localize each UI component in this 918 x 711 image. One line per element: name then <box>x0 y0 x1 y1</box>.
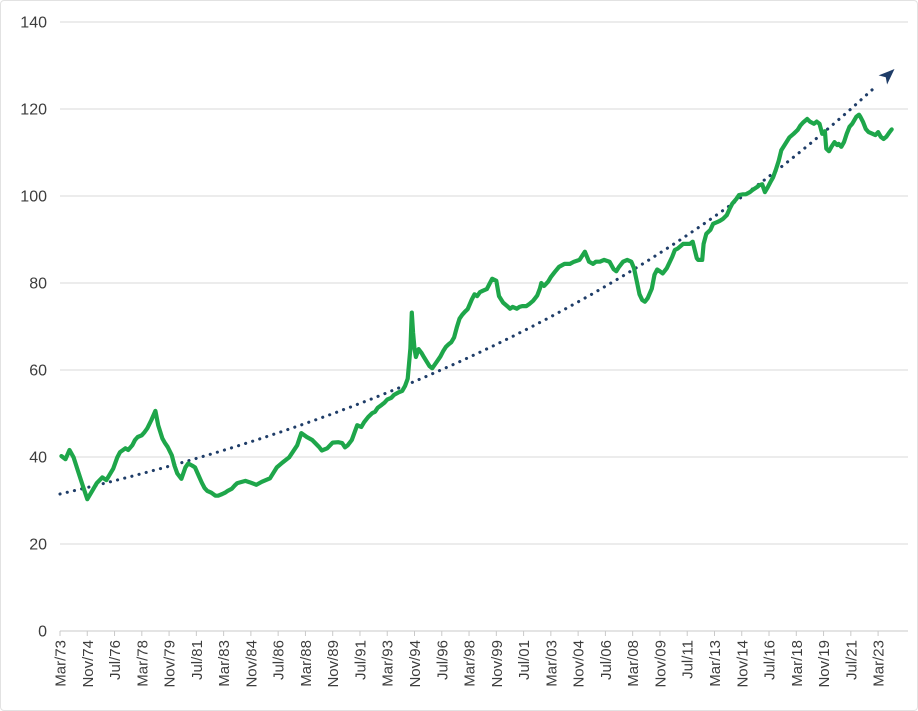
x-axis-tick-label: Jul/06 <box>598 640 615 680</box>
x-axis-tick-label: Nov/99 <box>489 640 506 688</box>
x-axis-tick-label: Jul/76 <box>107 640 124 680</box>
y-axis-labels: 0 20 40 60 80 100 120 140 <box>20 15 47 641</box>
x-axis-tick-label: Nov/94 <box>407 640 424 688</box>
x-axis-tick-label: Mar/03 <box>543 640 560 687</box>
y-axis-tick-label: 20 <box>29 537 47 554</box>
trend-arrowhead-icon <box>878 69 895 85</box>
x-axis-tick-label: Mar/08 <box>625 640 642 687</box>
series-line-index <box>59 112 894 502</box>
x-axis-tick-label: Jul/96 <box>434 640 451 680</box>
y-axis-tick-label: 0 <box>38 624 47 641</box>
x-axis-tick-label: Mar/18 <box>789 640 806 687</box>
x-axis-tick-label: Mar/23 <box>871 640 888 687</box>
x-axis-tick-label: Nov/84 <box>243 640 260 688</box>
gridlines <box>60 21 908 632</box>
y-axis-tick-label: 80 <box>29 276 47 293</box>
x-axis-tick-label: Mar/93 <box>380 640 397 687</box>
x-axis-tick-label: Jul/21 <box>843 640 860 680</box>
x-axis-tick-label: Nov/89 <box>325 640 342 688</box>
y-axis-tick-label: 140 <box>20 15 47 32</box>
x-axis-tick-label: Jul/86 <box>271 640 288 680</box>
x-axis-tick-label: Mar/73 <box>53 640 70 687</box>
x-axis-tick-label: Mar/78 <box>134 640 151 687</box>
dotted-trend-curve <box>58 86 876 496</box>
x-axis-tick-label: Nov/09 <box>652 640 669 688</box>
y-axis-tick-label: 100 <box>20 189 47 206</box>
x-axis-tick-label: Mar/83 <box>216 640 233 687</box>
x-axis-tick-label: Nov/04 <box>571 640 588 688</box>
x-axis-tick-label: Mar/88 <box>298 640 315 687</box>
x-axis-tick-label: Nov/19 <box>816 640 833 688</box>
x-axis-tick-label: Nov/14 <box>734 640 751 688</box>
y-axis-tick-label: 120 <box>20 102 47 119</box>
x-axis-tick-label: Jul/81 <box>189 640 206 680</box>
trendline <box>58 69 895 496</box>
x-axis: Mar/73 Nov/74 Jul/76 Mar/78 Nov/79 Jul/81 Mar/… <box>53 631 888 688</box>
x-axis-tick-label: Jul/01 <box>516 640 533 680</box>
x-axis-tick-label: Jul/11 <box>680 640 697 679</box>
x-axis-tick-label: Mar/13 <box>707 640 724 687</box>
x-axis-tick-label: Mar/98 <box>462 640 479 687</box>
x-axis-tick-label: Jul/91 <box>352 640 369 680</box>
x-axis-tick-label: Nov/79 <box>162 640 179 688</box>
x-axis-tick-label: Nov/74 <box>80 640 97 688</box>
y-axis-tick-label: 60 <box>29 363 47 380</box>
x-axis-tick-label: Jul/16 <box>762 640 779 680</box>
data-series <box>59 112 894 502</box>
y-axis-tick-label: 40 <box>29 450 47 467</box>
